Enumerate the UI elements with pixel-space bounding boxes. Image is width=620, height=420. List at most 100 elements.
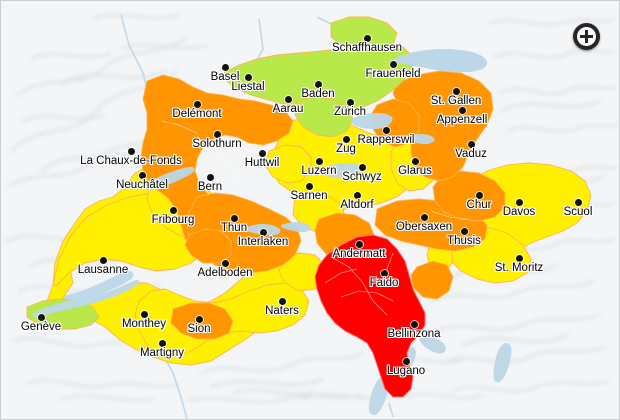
city-label: Neuchâtel	[116, 179, 168, 191]
city-dot-icon	[411, 158, 419, 165]
city-label: Faido	[369, 277, 399, 289]
city-dot-icon	[346, 99, 354, 106]
city-label: Chur	[466, 199, 492, 211]
region-fribourg-alps[interactable]	[184, 228, 232, 264]
region-geneve[interactable]	[26, 298, 100, 330]
region-northern-plateau[interactable]	[222, 42, 414, 114]
city-dot-icon	[140, 311, 148, 318]
city-label: Monthey	[121, 318, 167, 330]
city-dot-icon	[574, 199, 582, 206]
city-dot-icon	[169, 207, 177, 214]
region-group-red[interactable]	[314, 234, 426, 398]
city-dot-icon	[258, 150, 266, 157]
city-dot-icon	[460, 228, 468, 235]
city-dot-icon	[315, 158, 323, 165]
city-label: Genève	[20, 321, 62, 333]
city-dot-icon	[389, 61, 397, 68]
city-dot-icon	[244, 74, 252, 81]
city-dot-icon	[259, 229, 267, 236]
region-ticino-east[interactable]	[410, 260, 454, 300]
city-label: Obersaxen	[395, 221, 453, 233]
lakes-overlay-layer	[32, 49, 487, 318]
city-label: Basel	[210, 71, 240, 83]
city-label: Sarnen	[290, 190, 328, 202]
city-dot-icon	[127, 148, 135, 155]
city-label: Bern	[197, 181, 223, 193]
city-dot-icon	[305, 183, 313, 190]
city-dot-icon	[213, 131, 221, 138]
city-label: Aarau	[272, 103, 304, 115]
city-label: Delémont	[172, 108, 222, 120]
city-dot-icon	[221, 64, 229, 71]
city-label: Bellinzona	[387, 328, 441, 340]
city-dot-icon	[314, 81, 322, 88]
city-label: Davos	[502, 206, 536, 218]
city-label: Schwyz	[342, 171, 382, 183]
city-label: Zug	[336, 143, 356, 155]
city-label: Liestal	[231, 81, 265, 93]
city-label: Scuol	[563, 206, 593, 218]
city-dot-icon	[380, 270, 388, 277]
city-dot-icon	[342, 136, 350, 143]
city-dot-icon	[99, 257, 107, 264]
city-dot-icon	[230, 215, 238, 222]
city-label: Appenzell	[436, 114, 488, 126]
city-dot-icon	[37, 314, 45, 321]
city-label: St. Gallen	[430, 95, 482, 107]
region-zuerich[interactable]	[294, 96, 354, 138]
city-label: Frauenfeld	[365, 68, 421, 80]
city-label: Adelboden	[197, 267, 253, 279]
city-dot-icon	[410, 321, 418, 328]
region-borders-layer	[160, 120, 468, 316]
region-group-orange[interactable]	[140, 70, 506, 340]
city-label: Altdorf	[340, 199, 374, 211]
city-label: Andermatt	[332, 248, 386, 260]
zoom-in-button[interactable]	[573, 23, 600, 50]
city-label: Zürich	[334, 106, 366, 118]
region-chur-thusis[interactable]	[432, 170, 506, 222]
city-label: Thun	[220, 222, 248, 234]
city-dot-icon	[158, 340, 166, 347]
city-dot-icon	[193, 101, 201, 108]
city-dot-icon	[353, 192, 361, 199]
warning-regions-layer[interactable]	[26, 16, 592, 398]
region-group-green[interactable]	[26, 16, 414, 330]
city-dot-icon	[467, 141, 475, 148]
city-label: Fribourg	[151, 214, 195, 226]
city-label: Schaffhausen	[331, 42, 403, 54]
region-schaffhausen[interactable]	[330, 16, 398, 52]
city-label: Vaduz	[455, 148, 487, 160]
city-label: Martigny	[139, 347, 185, 359]
city-dot-icon	[452, 88, 460, 95]
city-label: Rapperswil	[357, 134, 415, 146]
city-label: Thusis	[447, 235, 481, 247]
city-dot-icon	[284, 96, 292, 103]
region-emmental-yellow[interactable]	[264, 144, 312, 184]
city-label: Lugano	[386, 365, 426, 377]
city-label: St. Moritz	[494, 262, 544, 274]
plus-icon-vertical	[585, 30, 588, 43]
city-label: Glarus	[398, 165, 432, 177]
city-dot-icon	[515, 255, 523, 262]
city-dot-icon	[402, 358, 410, 365]
city-dot-icon	[458, 107, 466, 114]
city-label: La Chaux-de-Fonds	[80, 155, 182, 167]
city-label: Naters	[265, 305, 299, 317]
city-dot-icon	[515, 199, 523, 206]
city-label: Solothurn	[192, 138, 242, 150]
city-dot-icon	[358, 164, 366, 171]
city-dot-icon	[363, 35, 371, 42]
city-label: Luzern	[301, 165, 337, 177]
city-dot-icon	[206, 174, 214, 181]
city-dot-icon	[138, 172, 146, 179]
city-dot-icon	[382, 127, 390, 134]
city-dot-icon	[195, 316, 203, 323]
city-label: Baden	[301, 88, 335, 100]
city-dot-icon	[221, 260, 229, 267]
city-dot-icon	[420, 214, 428, 221]
region-ticino-red[interactable]	[314, 234, 426, 398]
city-dot-icon	[475, 192, 483, 199]
